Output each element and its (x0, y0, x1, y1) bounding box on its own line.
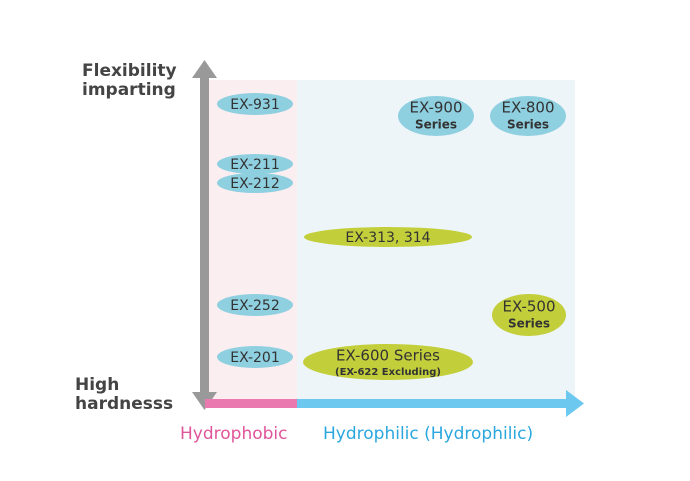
node: EX-212 (217, 173, 293, 193)
node: EX-201 (217, 346, 293, 368)
node-label: EX-800 (501, 99, 554, 117)
x-right-label: Hydrophilic (Hydrophilic) (323, 424, 533, 444)
node-label: EX-212 (230, 176, 280, 192)
node-label: EX-252 (230, 298, 280, 314)
node-label: EX-211 (230, 157, 280, 173)
node-label: EX-900 (409, 99, 462, 117)
node: EX-313, 314 (304, 227, 472, 247)
horizontal-axis (205, 390, 584, 417)
node-sublabel: Series (508, 317, 550, 331)
y-top-label: Flexibility (82, 61, 177, 81)
node-sublabel: Series (415, 118, 457, 132)
node-label: EX-931 (230, 97, 280, 113)
node-label: EX-500 (502, 298, 555, 316)
node-sublabel: Series (507, 118, 549, 132)
node-sublabel: (EX-622 Excluding) (335, 367, 441, 378)
node: EX-252 (217, 294, 293, 316)
y-bottom-label: hardnesss (75, 394, 173, 414)
vertical-axis (192, 60, 217, 410)
node: EX-211 (217, 154, 293, 174)
x-left-label: Hydrophobic (180, 424, 287, 444)
node: EX-600 Series (EX-622 Excluding) (303, 344, 473, 380)
y-top-label: imparting (82, 80, 176, 100)
node-label: EX-600 Series (336, 347, 440, 365)
node-label: EX-201 (230, 350, 280, 366)
y-bottom-label: High (75, 375, 119, 395)
node-label: EX-313, 314 (345, 230, 430, 246)
node: EX-931 (217, 93, 293, 115)
